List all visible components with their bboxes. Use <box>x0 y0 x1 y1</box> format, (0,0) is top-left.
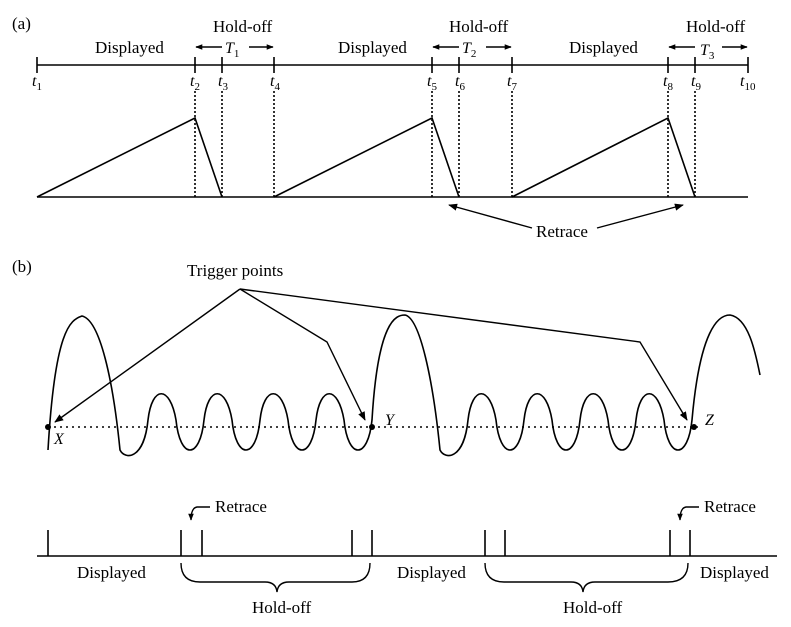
sweep-ramp-1 <box>36 116 223 198</box>
point-label-z: Z <box>705 412 715 429</box>
period-label-t1: T1 <box>225 40 239 60</box>
holdoff-label-b1: Hold-off <box>252 598 312 617</box>
retrace-label-b1: Retrace <box>215 497 267 516</box>
displayed-label-3: Displayed <box>569 38 638 57</box>
time-label-t5: t5 <box>427 73 437 93</box>
trigger-point-y <box>369 424 375 430</box>
retrace-label-b2: Retrace <box>704 497 756 516</box>
displayed-label-1: Displayed <box>95 38 164 57</box>
holdoff-brace-1 <box>180 562 371 593</box>
period-label-t2: T2 <box>462 40 476 60</box>
trigger-point-x <box>45 424 51 430</box>
displayed-label-b1: Displayed <box>77 563 146 582</box>
time-label-t10: t10 <box>740 73 756 93</box>
input-signal-waveform <box>47 314 761 457</box>
time-label-t4: t4 <box>270 73 280 93</box>
holdoff-label-3: Hold-off <box>686 17 746 36</box>
time-label-t3: t3 <box>218 73 228 93</box>
retrace-callout-b2: Retrace <box>677 497 756 521</box>
panel-b-label: (b) <box>12 257 32 276</box>
time-label-t6: t6 <box>455 73 465 93</box>
time-label-t1: t1 <box>32 73 42 93</box>
point-label-y: Y <box>385 412 396 429</box>
holdoff-brace-2 <box>484 562 689 593</box>
time-label-t2: t2 <box>190 73 200 93</box>
time-labels: t1 t2 t3 t4 t5 t6 t7 t8 t9 t10 <box>32 73 756 93</box>
retrace-callout-b1: Retrace <box>188 497 267 521</box>
bottom-ticks <box>47 530 691 556</box>
sweep-ramp-3 <box>511 116 696 198</box>
time-label-t8: t8 <box>663 73 673 93</box>
time-label-t7: t7 <box>507 73 517 93</box>
panel-b: (b) Trigger points X Y Z <box>12 257 777 617</box>
trigger-point-z <box>691 424 697 430</box>
time-label-t9: t9 <box>691 73 701 93</box>
period-label-t3: T3 <box>700 42 715 62</box>
period-arrow-2: T2 <box>432 40 512 60</box>
displayed-label-b2: Displayed <box>397 563 466 582</box>
point-label-x: X <box>53 431 65 448</box>
holdoff-label-2: Hold-off <box>449 17 509 36</box>
timeline-ticks <box>36 57 749 73</box>
panel-a-label: (a) <box>12 14 31 33</box>
trigger-pointers <box>54 288 688 423</box>
retrace-callout-a: Retrace <box>448 203 684 241</box>
retrace-label-a: Retrace <box>536 222 588 241</box>
displayed-label-2: Displayed <box>338 38 407 57</box>
holdoff-label-b2: Hold-off <box>563 598 623 617</box>
dashed-guides <box>194 91 696 197</box>
sweep-ramp-2 <box>273 116 460 198</box>
period-arrow-3: T3 <box>668 42 748 62</box>
displayed-label-b3: Displayed <box>700 563 769 582</box>
holdoff-label-1: Hold-off <box>213 17 273 36</box>
panel-a: (a) t1 t2 t3 t4 t5 t6 t7 t8 t9 t10 <box>12 14 756 241</box>
period-arrow-1: T1 <box>195 40 274 60</box>
trigger-points-label: Trigger points <box>187 261 283 280</box>
